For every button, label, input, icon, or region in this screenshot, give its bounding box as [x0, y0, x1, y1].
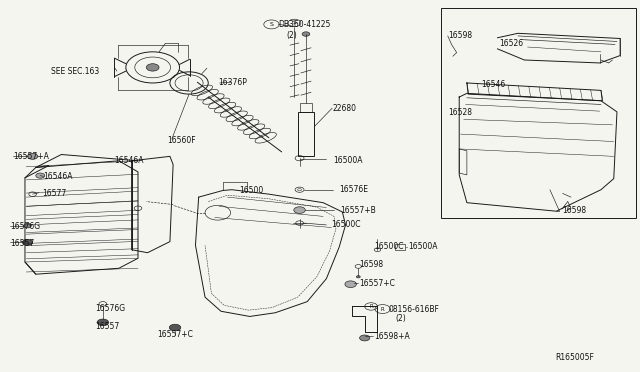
Text: 16500A: 16500A — [333, 155, 362, 164]
Text: 08156-616BF: 08156-616BF — [389, 305, 440, 314]
Text: 16500: 16500 — [239, 186, 263, 195]
Circle shape — [356, 276, 360, 278]
Circle shape — [28, 153, 38, 159]
Text: 16576G: 16576G — [10, 222, 40, 231]
Bar — [396, 244, 405, 250]
Text: 16576E: 16576E — [339, 185, 368, 194]
Text: 16546A: 16546A — [44, 172, 73, 181]
Circle shape — [22, 239, 33, 245]
Text: S: S — [292, 20, 296, 25]
Text: 16528: 16528 — [448, 108, 472, 117]
Text: 16598: 16598 — [448, 31, 472, 41]
Text: 16500A: 16500A — [408, 241, 438, 250]
Text: 16577: 16577 — [42, 189, 67, 198]
Text: R: R — [381, 307, 385, 311]
Text: 16598+A: 16598+A — [374, 331, 410, 341]
Circle shape — [147, 64, 159, 71]
Text: 16598: 16598 — [360, 260, 384, 269]
Text: 16557+C: 16557+C — [360, 279, 396, 288]
Text: 16546: 16546 — [481, 80, 505, 89]
Text: 16526: 16526 — [499, 39, 523, 48]
Text: 16557: 16557 — [10, 239, 35, 248]
Bar — [442, 8, 636, 218]
Text: 16557+C: 16557+C — [157, 330, 193, 340]
Circle shape — [170, 324, 180, 331]
Text: R165005F: R165005F — [555, 353, 594, 362]
Circle shape — [345, 281, 356, 288]
Text: 16560F: 16560F — [167, 136, 195, 145]
Circle shape — [360, 335, 370, 341]
Text: 16557+A: 16557+A — [13, 152, 49, 161]
Circle shape — [24, 224, 31, 228]
Text: S: S — [269, 22, 273, 27]
Text: 16557+B: 16557+B — [340, 206, 376, 215]
Circle shape — [294, 207, 305, 214]
Circle shape — [36, 173, 45, 178]
Bar — [298, 112, 314, 156]
Text: 16598: 16598 — [563, 206, 587, 215]
Text: 16576G: 16576G — [95, 304, 125, 313]
Text: SEE SEC.163: SEE SEC.163 — [51, 67, 99, 76]
Text: (2): (2) — [396, 314, 406, 323]
Text: 16546A: 16546A — [115, 156, 144, 165]
Circle shape — [97, 319, 109, 326]
Text: 16376P: 16376P — [218, 78, 246, 87]
Text: R: R — [369, 304, 373, 309]
Text: 16557: 16557 — [95, 322, 120, 331]
Circle shape — [302, 32, 310, 36]
Bar — [300, 103, 312, 112]
Text: 16500C: 16500C — [332, 221, 361, 230]
Text: 22680: 22680 — [333, 104, 356, 113]
Text: 16500C: 16500C — [374, 241, 404, 250]
Text: (2): (2) — [287, 31, 298, 41]
Text: DB360-41225: DB360-41225 — [278, 20, 331, 29]
